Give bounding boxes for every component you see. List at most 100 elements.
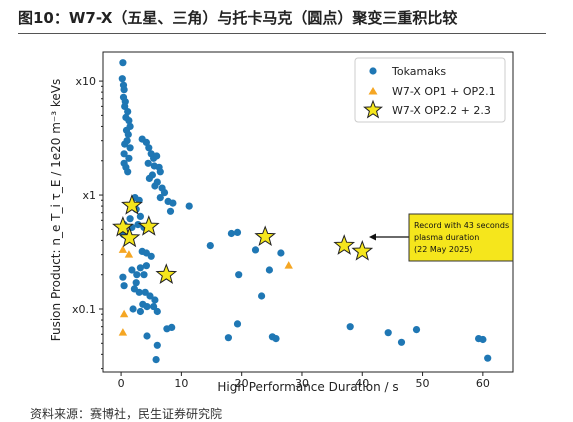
tokamak-point xyxy=(150,303,158,311)
tokamak-point xyxy=(224,334,232,342)
tokamak-point xyxy=(277,249,285,257)
tokamak-point xyxy=(136,212,144,220)
tokamak-point xyxy=(160,189,169,197)
tokamak-point xyxy=(185,202,193,210)
tokamak-point xyxy=(412,326,421,334)
x-axis-label: High Performance Duration / s xyxy=(217,380,398,394)
tokamak-point xyxy=(143,332,151,340)
x-tick-label: 40 xyxy=(355,377,369,390)
tokamak-point xyxy=(153,152,161,160)
tokamak-point xyxy=(140,271,148,279)
tokamak-point xyxy=(145,144,153,152)
tokamak-point xyxy=(133,271,141,279)
tokamak-point xyxy=(132,279,140,287)
x-tick-label: 0 xyxy=(118,377,125,390)
tokamak-point xyxy=(235,271,243,279)
legend-label-op22: W7-X OP2.2 + 2.3 xyxy=(392,104,491,117)
tokamak-point xyxy=(384,329,392,337)
annotation-arrowhead xyxy=(369,233,376,241)
source-note: 资料来源：赛博社，民生证券研究院 xyxy=(30,407,223,421)
tokamak-point xyxy=(143,303,151,311)
tokamak-point xyxy=(118,75,126,83)
tokamak-point xyxy=(397,338,406,346)
x-tick-label: 30 xyxy=(295,377,309,390)
axis-ticks: 0 10 20 30 40 50 60 x0.1 x1 x10 xyxy=(72,75,490,390)
tokamak-point xyxy=(121,140,129,148)
y-tick-label: x1 xyxy=(82,189,96,202)
legend-marker-op1 xyxy=(368,87,378,95)
y-tick-label: x0.1 xyxy=(72,303,96,316)
x-tick-label: 20 xyxy=(235,377,249,390)
tokamak-point xyxy=(233,320,242,328)
x-tick-label: 10 xyxy=(174,377,188,390)
tokamak-point xyxy=(136,307,144,316)
w7x-op22-point xyxy=(351,239,374,261)
annotation-box xyxy=(408,213,514,262)
annotation-line-3: (22 May 2025) xyxy=(414,245,472,254)
x-tick-label: 60 xyxy=(476,377,490,390)
w7x-op1-point xyxy=(124,250,134,258)
tokamak-point xyxy=(166,207,175,215)
figure-title: 图10：W7-X（五星、三角）与托卡马克（圆点）聚变三重积比较 xyxy=(18,9,458,27)
tokamak-point xyxy=(145,174,153,182)
tokamak-point xyxy=(120,282,128,290)
tokamak-point xyxy=(124,130,132,139)
tokamak-point xyxy=(126,144,134,152)
tokamak-point xyxy=(135,288,143,296)
tokamak-point xyxy=(146,292,154,300)
tokamak-point xyxy=(119,59,127,67)
tokamak-point xyxy=(142,138,150,146)
tokamak-point xyxy=(124,168,132,176)
tokamak-point xyxy=(136,264,144,272)
tokamak-point xyxy=(156,168,164,176)
w7x-op22-point xyxy=(137,215,160,236)
tokamak-point xyxy=(152,356,160,364)
tokamak-point xyxy=(121,102,129,110)
w7x-op22-point xyxy=(333,234,356,255)
y-tick-label: x10 xyxy=(75,75,96,88)
tokamak-point xyxy=(156,194,164,202)
tokamak-point xyxy=(119,273,127,281)
plot-frame xyxy=(102,51,514,373)
tokamak-point xyxy=(125,117,133,125)
tokamak-point xyxy=(125,154,133,162)
tokamak-point xyxy=(120,86,128,94)
tokamak-point xyxy=(169,199,177,207)
tokamak-point xyxy=(128,266,136,274)
tokamak-point xyxy=(258,292,266,300)
w7x-op1-point xyxy=(119,309,129,318)
tokamak-point xyxy=(479,335,487,344)
tokamak-point xyxy=(233,228,242,236)
tokamak-point xyxy=(126,215,134,223)
data-points xyxy=(112,59,492,364)
tokamak-point xyxy=(272,335,280,343)
legend-label-op1: W7-X OP1 + OP2.1 xyxy=(392,85,496,98)
w7x-op22-point xyxy=(254,225,277,247)
tokamak-point xyxy=(265,266,273,274)
w7x-op1-point xyxy=(284,261,293,269)
tokamak-point xyxy=(153,307,161,316)
tokamak-point xyxy=(484,354,492,362)
tokamak-point xyxy=(142,262,150,270)
tokamak-point xyxy=(129,305,137,313)
tokamak-point xyxy=(124,108,132,116)
w7x-op22-point xyxy=(112,215,134,237)
tokamak-point xyxy=(151,182,159,190)
x-tick-label: 50 xyxy=(416,377,430,390)
annotation-line-2: plasma duration xyxy=(414,233,479,242)
tokamak-point xyxy=(147,252,155,260)
w7x-op22-point xyxy=(118,226,141,248)
legend-box xyxy=(354,57,506,123)
tokamak-point xyxy=(168,323,176,331)
annotation-line-1: Record with 43 seconds xyxy=(414,221,509,230)
legend-marker-tokamaks xyxy=(369,67,377,75)
w7x-op22-point xyxy=(155,263,178,284)
tokamak-point xyxy=(206,242,214,250)
tokamak-point xyxy=(346,323,354,331)
tokamak-point xyxy=(153,341,161,349)
w7x-op1-point xyxy=(118,328,128,336)
tokamak-point xyxy=(144,159,152,167)
tokamak-point xyxy=(134,221,142,229)
legend-label-tokamaks: Tokamaks xyxy=(391,65,446,78)
